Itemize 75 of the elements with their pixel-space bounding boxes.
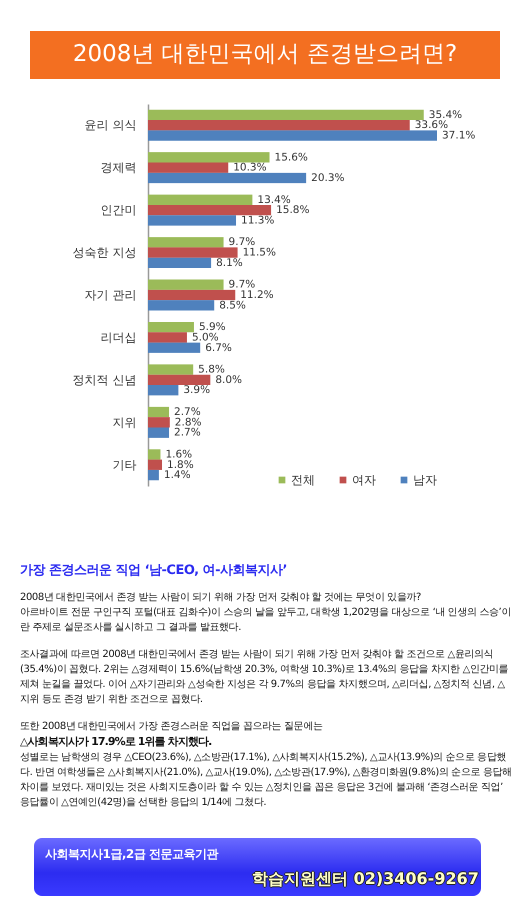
data-label: 6.7% [205,342,232,354]
y-tick-label: 정치적 신념 [72,372,136,387]
bar [148,280,224,290]
bar [148,130,437,141]
bar [148,385,178,396]
data-label: 1.8% [167,458,194,471]
y-tick-label: 리더십 [100,330,136,344]
bar [148,322,194,332]
bar [148,110,424,120]
data-label: 1.4% [164,469,191,482]
data-label: 33.6% [414,119,448,132]
y-tick-label: 경제력 [100,160,136,175]
data-label: 8.5% [219,299,246,312]
bar [148,300,214,310]
y-tick-label: 자기 관리 [84,288,136,302]
bar [148,364,194,375]
text: 조사결과에 따르면 2008년 대한민국에서 존경 받는 사람이 되기 위해 가장 먼저 갖춰야 할 조건으로 △윤리의식(35.4%)이 꼽혔다. 2위는 △경제력이 15.6%(남학생 20.3%, 여학생 10.3%)로 13.4%의 응답을 차지한 △인간미를 제쳐 눈길을 끌었다. 이어 △자기관리와 △성숙한 지성은 각 9.7%의 응답을 차지했으며, △리더십, △정치적 신념, △지위 등도 존경 받기 위한 조건으로 꼽혔다. [20,648,510,707]
bar [148,120,410,130]
y-tick-label: 지위 [112,415,136,430]
bar [148,427,170,438]
data-label: 20.3% [311,172,345,184]
bar [148,342,200,353]
text: 사회복지사1급,2급 전문교육기관 [45,846,218,863]
data-label: 8.1% [216,256,243,269]
legend-label: 여자 [352,473,376,487]
text: △사회복지사가 17.9%로 1위를 차지했다. [20,734,212,749]
data-label: 15.6% [274,151,308,164]
data-label: 2.8% [174,416,202,428]
data-label: 15.8% [276,204,310,216]
data-label: 5.0% [192,331,219,344]
bar [148,470,159,480]
y-tick-label: 인간미 [100,203,136,218]
chart-title: 2008년 대한민국에서 존경받으려면? [72,41,458,67]
data-label: 3.9% [183,384,210,396]
bar [148,417,170,428]
data-label: 9.7% [228,278,256,291]
bar [148,258,212,268]
data-label: 5.9% [198,321,226,334]
bar [148,460,162,470]
y-tick-label: 기타 [112,458,136,472]
bar [148,374,210,386]
text: 가장 존경스러운 직업 ‘남-CEO, 여-사회복지사’ [20,563,288,578]
data-label: 11.3% [241,214,274,226]
data-label: 5.8% [198,364,225,376]
data-label: 13.4% [257,194,291,206]
data-label: 2.7% [174,426,201,439]
legend-label: 전체 [291,473,315,487]
y-tick-label: 윤리 의식 [84,118,136,132]
bar [148,290,236,300]
bar [148,247,238,258]
data-label: 1.6% [165,448,192,460]
data-label: 9.7% [228,236,256,248]
legend-label: 남자 [413,473,437,487]
text: 2008년 대한민국에서 존경 받는 사람이 되기 위해 가장 먼저 갖춰야 할 것에는 무엇이 있을까? 아르바이트 전문 구인구직 포털(대표 김화수)이 스승의 날을 앞두고, 대학생 1,202명을 대상으로 ‘내 인생의 스승’이란 주제로 설문조사를 실시하고 그 결과를 발표했다. [20,591,512,635]
data-label: 37.1% [442,130,476,142]
data-label: 11.2% [240,289,274,301]
data-label: 35.4% [428,108,462,121]
text: 학습지원센터 02)3406-9267 [252,869,479,890]
text: 성별로는 남학생의 경우 △CEO(23.6%), △소방관(17.1%), △사회복지사(15.2%), △교사(13.9%)의 순으로 응답했다. 반면 여학생들은 △사회복지사(21.0%), △교사(19.0%), △소방관(17.9%), △환경미화원(9.8%)의 순으로 응답해 차이를 보였다. 재미있는 것은 사회지도층이라 할 수 있는 △정치인을 꼽은 응답은 3건에 불과해 ‘존경스러운 직업’ 응답률이 △연예인(42명)을 선택한 응답의 1/14에 그쳤다. [20,751,513,810]
text: 또한 2008년 대한민국에서 가장 존경스러운 직업을 꼽으라는 질문에는 [20,721,323,732]
bar [148,406,170,418]
data-label: 11.5% [242,246,276,259]
bar [148,449,160,460]
bar [148,194,252,205]
bar [148,237,224,248]
bar [148,215,236,226]
bar [148,162,228,173]
data-label: 8.0% [215,374,242,386]
bar [148,204,272,216]
data-label: 2.7% [174,406,201,418]
bar [148,332,187,343]
data-label: 10.3% [233,162,267,174]
bar [148,172,306,184]
y-tick-label: 성숙한 지성 [72,246,136,260]
bar [148,152,270,163]
